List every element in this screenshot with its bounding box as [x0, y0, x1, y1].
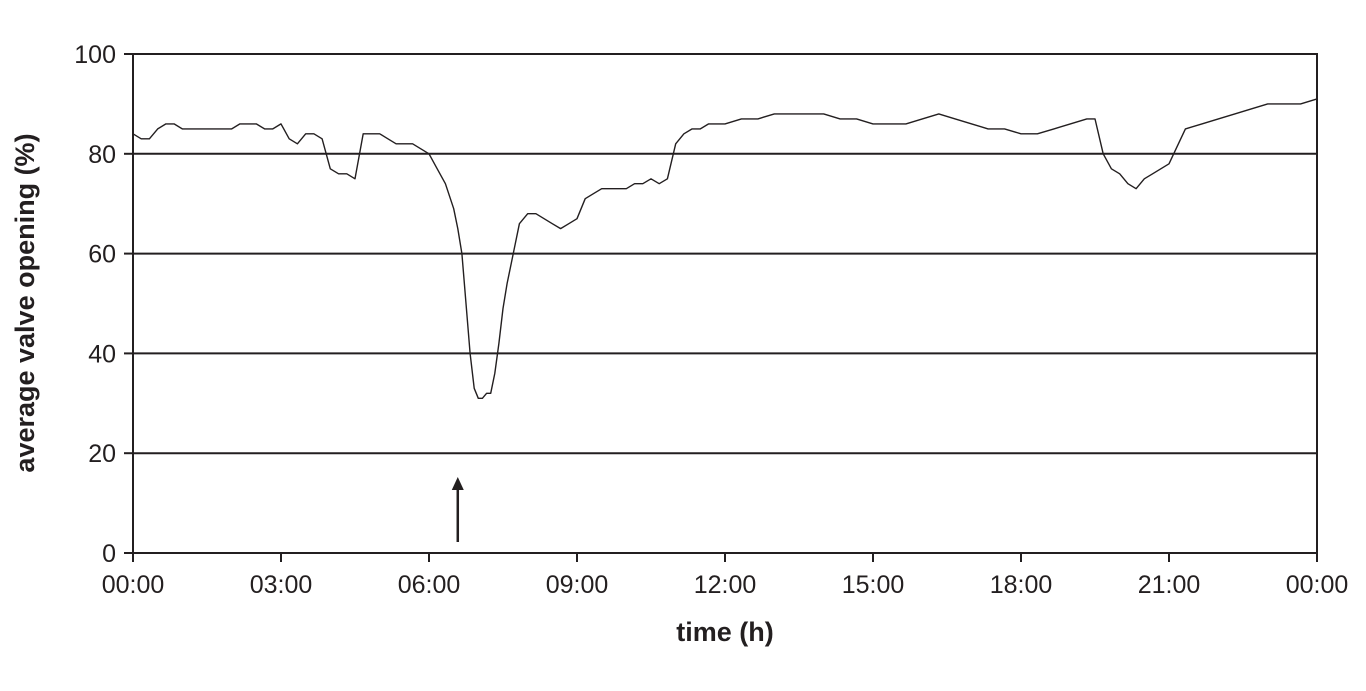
annotations: [451, 477, 464, 542]
x-tick-label: 00:00: [102, 571, 165, 599]
y-tick-label: 60: [88, 241, 116, 269]
x-axis: 00:00 03:00 06:00 09:00 12:00 15:00 18:00 21:00…: [102, 553, 1349, 599]
x-tick-label: 12:00: [694, 571, 757, 599]
x-tick-label: 21:00: [1138, 571, 1201, 599]
y-tick-label: 20: [88, 440, 116, 468]
x-tick-label: 15:00: [842, 571, 905, 599]
y-axis-title: average valve opening (%): [10, 133, 40, 472]
grid-lines: [133, 152, 1317, 455]
x-tick-label: 09:00: [546, 571, 609, 599]
y-tick-label: 0: [102, 540, 116, 568]
y-tick-label: 80: [88, 141, 116, 169]
x-tick-label: 00:00: [1286, 571, 1349, 599]
x-tick-label: 06:00: [398, 571, 461, 599]
series-line: [132, 98, 1318, 399]
plot-frame: [132, 53, 1318, 554]
x-tick-label: 18:00: [990, 571, 1053, 599]
x-tick-label: 03:00: [250, 571, 313, 599]
x-axis-title: time (h): [676, 617, 774, 647]
y-tick-label: 100: [74, 41, 116, 69]
y-tick-label: 40: [88, 340, 116, 368]
y-axis: 0 20 40 60 80 100: [74, 41, 133, 568]
arrow-head-icon: [451, 477, 464, 490]
